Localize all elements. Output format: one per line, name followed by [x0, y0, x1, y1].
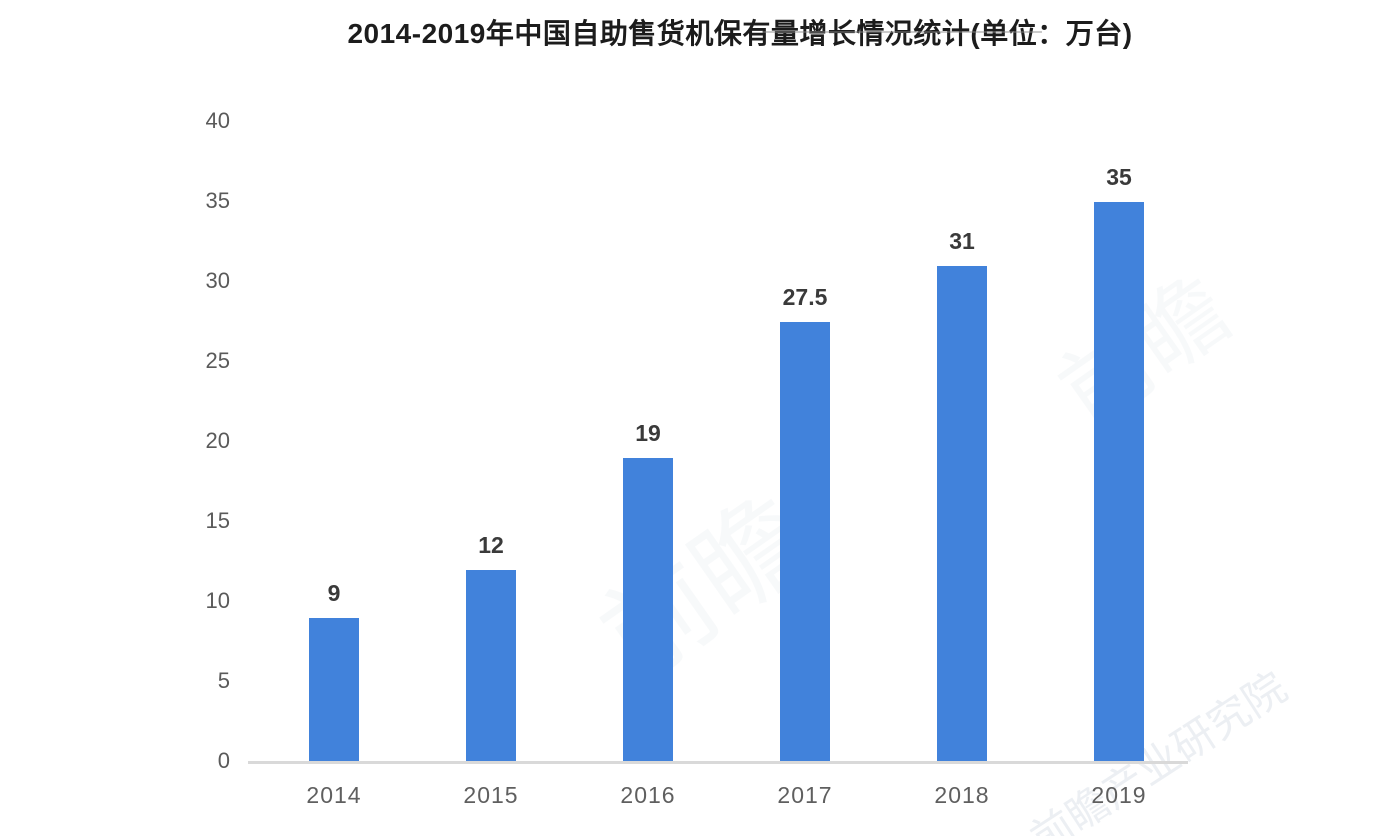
x-tick-label: 2016 [620, 782, 676, 808]
chart-title: 2014-2019年中国自助售货机保有量增长情况统计(单位：万台) [347, 18, 1133, 49]
y-tick-label: 5 [217, 668, 230, 693]
bar-2016 [623, 458, 673, 762]
x-axis-line [248, 761, 1188, 764]
y-tick-label: 10 [205, 588, 230, 613]
bar-value-label: 31 [949, 228, 975, 254]
y-tick-label: 20 [205, 428, 230, 453]
bar-value-label: 27.5 [782, 284, 828, 310]
bar-value-label: 19 [635, 420, 661, 446]
y-tick-label: 40 [205, 108, 230, 133]
bar-2015 [466, 570, 516, 762]
y-tick-label: 15 [205, 508, 230, 533]
x-tick-label: 2014 [306, 782, 362, 808]
x-tick-label: 2019 [1091, 782, 1147, 808]
y-tick-label: 30 [205, 268, 230, 293]
title-artifact-line [762, 31, 1042, 33]
x-tick-label: 2018 [934, 782, 990, 808]
bar-2018 [937, 266, 987, 762]
bar-value-label: 9 [327, 580, 341, 606]
y-tick-label: 35 [205, 188, 230, 213]
y-tick-label: 25 [205, 348, 230, 373]
bar-value-label: 35 [1106, 164, 1132, 190]
bar-2014 [309, 618, 359, 762]
x-tick-label: 2015 [463, 782, 519, 808]
y-tick-label: 0 [217, 748, 230, 773]
bar-2019 [1094, 202, 1144, 762]
bar-value-label: 12 [478, 532, 504, 558]
x-tick-label: 2017 [777, 782, 833, 808]
bar-2017 [780, 322, 830, 762]
